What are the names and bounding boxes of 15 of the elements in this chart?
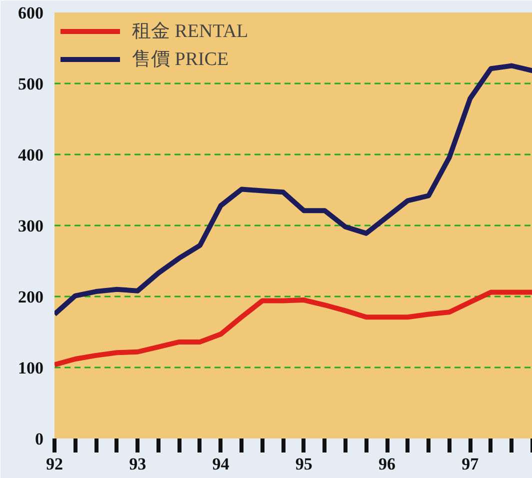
y-tick-label: 400 [18, 146, 44, 164]
x-tick-label: 96 [378, 454, 396, 474]
legend-label: 售價 PRICE [132, 48, 229, 72]
y-tick-label: 600 [18, 4, 44, 22]
x-tick-label: 94 [212, 454, 230, 474]
y-tick-label: 200 [18, 288, 44, 306]
x-tick-label: 92 [46, 454, 63, 474]
y-tick-label: 0 [35, 430, 44, 448]
y-tick-label: 100 [18, 358, 44, 378]
y-tick-label: 300 [18, 216, 44, 236]
x-tick-label: 93 [129, 454, 146, 474]
y-tick-label: 500 [18, 74, 44, 94]
x-tick-label: 95 [295, 454, 312, 474]
legend-label: 租金 RENTAL [132, 20, 248, 44]
x-tick-label: 97 [462, 454, 480, 474]
